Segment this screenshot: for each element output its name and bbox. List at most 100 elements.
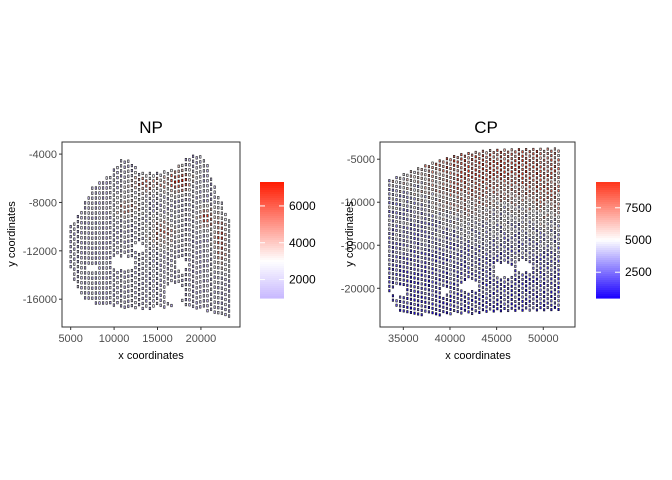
spot (120, 229, 123, 233)
spot (442, 213, 445, 217)
spot (195, 161, 198, 165)
spot (116, 196, 119, 200)
spot (427, 226, 430, 230)
spot (460, 276, 463, 280)
spot (184, 218, 187, 222)
spot (98, 231, 101, 235)
spot (174, 245, 177, 249)
spot (456, 279, 459, 283)
spot (188, 288, 191, 292)
spot (395, 193, 398, 197)
spot (525, 306, 528, 310)
spot (456, 248, 459, 252)
spot (217, 221, 220, 225)
spot (188, 198, 191, 202)
colorbar-segment (260, 266, 284, 269)
spot (148, 186, 151, 191)
spot (510, 218, 513, 222)
spot (123, 250, 126, 254)
spot (217, 206, 220, 210)
spot (535, 180, 538, 184)
spot (489, 215, 492, 218)
spot (188, 203, 191, 207)
spot (503, 179, 506, 183)
colorbar-segment (260, 220, 284, 223)
spot (123, 205, 126, 209)
spot (478, 262, 481, 266)
spot (525, 161, 528, 165)
spot (496, 307, 499, 311)
spot (503, 276, 506, 280)
spot (492, 225, 495, 229)
spot (485, 199, 488, 203)
spot (406, 191, 409, 195)
spot (539, 306, 542, 310)
spot (145, 264, 148, 268)
colorbar-segment (596, 242, 620, 245)
spot (141, 296, 144, 301)
spot (543, 290, 546, 294)
spot (123, 180, 126, 184)
spot (539, 196, 542, 200)
spot (112, 293, 115, 297)
spot (166, 187, 169, 191)
spot (195, 291, 198, 295)
spot (94, 246, 97, 250)
spot (478, 231, 481, 235)
spot (391, 206, 394, 210)
spot (98, 201, 101, 205)
spot (535, 224, 538, 228)
spot (120, 254, 123, 258)
spot (413, 280, 416, 284)
spot (228, 309, 231, 313)
spot (402, 208, 405, 212)
spot (525, 170, 528, 174)
spot (435, 162, 438, 166)
spot (145, 224, 148, 228)
spot (130, 249, 133, 253)
spot (127, 199, 130, 203)
spot (120, 279, 123, 283)
spot (148, 296, 151, 301)
spot (510, 245, 513, 249)
spot (553, 301, 556, 305)
spot (409, 284, 412, 288)
spot (460, 219, 463, 223)
spot (84, 276, 87, 280)
spot (406, 283, 409, 287)
spot (84, 256, 87, 260)
spot (514, 286, 517, 290)
spot (138, 233, 141, 237)
spot (120, 284, 123, 288)
spot (141, 181, 144, 186)
spot (427, 235, 430, 239)
spot (138, 238, 141, 242)
spot (109, 211, 112, 215)
colorbar-segment (596, 186, 620, 189)
spot (413, 192, 416, 196)
colorbar-segment (596, 256, 620, 259)
spot (521, 185, 524, 189)
spot (453, 199, 456, 202)
spot (391, 197, 394, 201)
spot (98, 256, 101, 260)
spot (123, 215, 126, 219)
spot (134, 251, 137, 255)
spot (431, 166, 434, 170)
spot (427, 200, 430, 204)
spot (528, 216, 531, 220)
spot (449, 250, 452, 254)
colorbar-segment (596, 228, 620, 231)
spot (463, 242, 466, 246)
colorbar-segment (260, 188, 284, 191)
spot (445, 276, 448, 279)
spot (202, 259, 205, 263)
spot (159, 298, 162, 302)
x-tick-label: 35000 (388, 333, 419, 345)
spot (445, 183, 448, 187)
spot (174, 195, 177, 199)
spot (130, 279, 133, 283)
spot (206, 289, 209, 293)
spot (80, 256, 83, 260)
spot (496, 276, 499, 280)
